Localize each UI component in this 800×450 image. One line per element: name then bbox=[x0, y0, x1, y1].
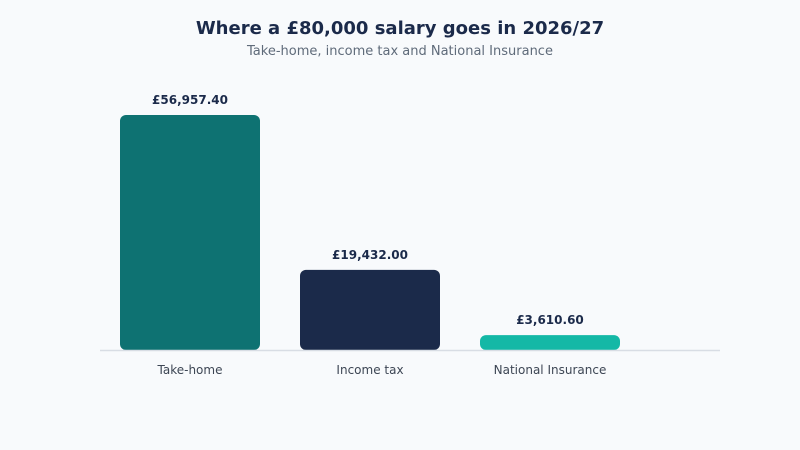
data-label: £3,610.60 bbox=[516, 313, 584, 327]
bar-take-home bbox=[120, 115, 260, 350]
chart-title: Where a £80,000 salary goes in 2026/27 bbox=[195, 18, 605, 39]
chart-subtitle: Take-home, income tax and National Insur… bbox=[247, 44, 553, 59]
data-label: £56,957.40 bbox=[152, 93, 228, 107]
x-tick-label: National Insurance bbox=[494, 363, 607, 377]
bar-income-tax bbox=[300, 269, 440, 350]
data-label: £19,432.00 bbox=[332, 248, 408, 262]
x-tick-label: Take-home bbox=[157, 363, 223, 377]
bar-national-insurance bbox=[480, 335, 620, 350]
x-tick-label: Income tax bbox=[336, 363, 403, 377]
